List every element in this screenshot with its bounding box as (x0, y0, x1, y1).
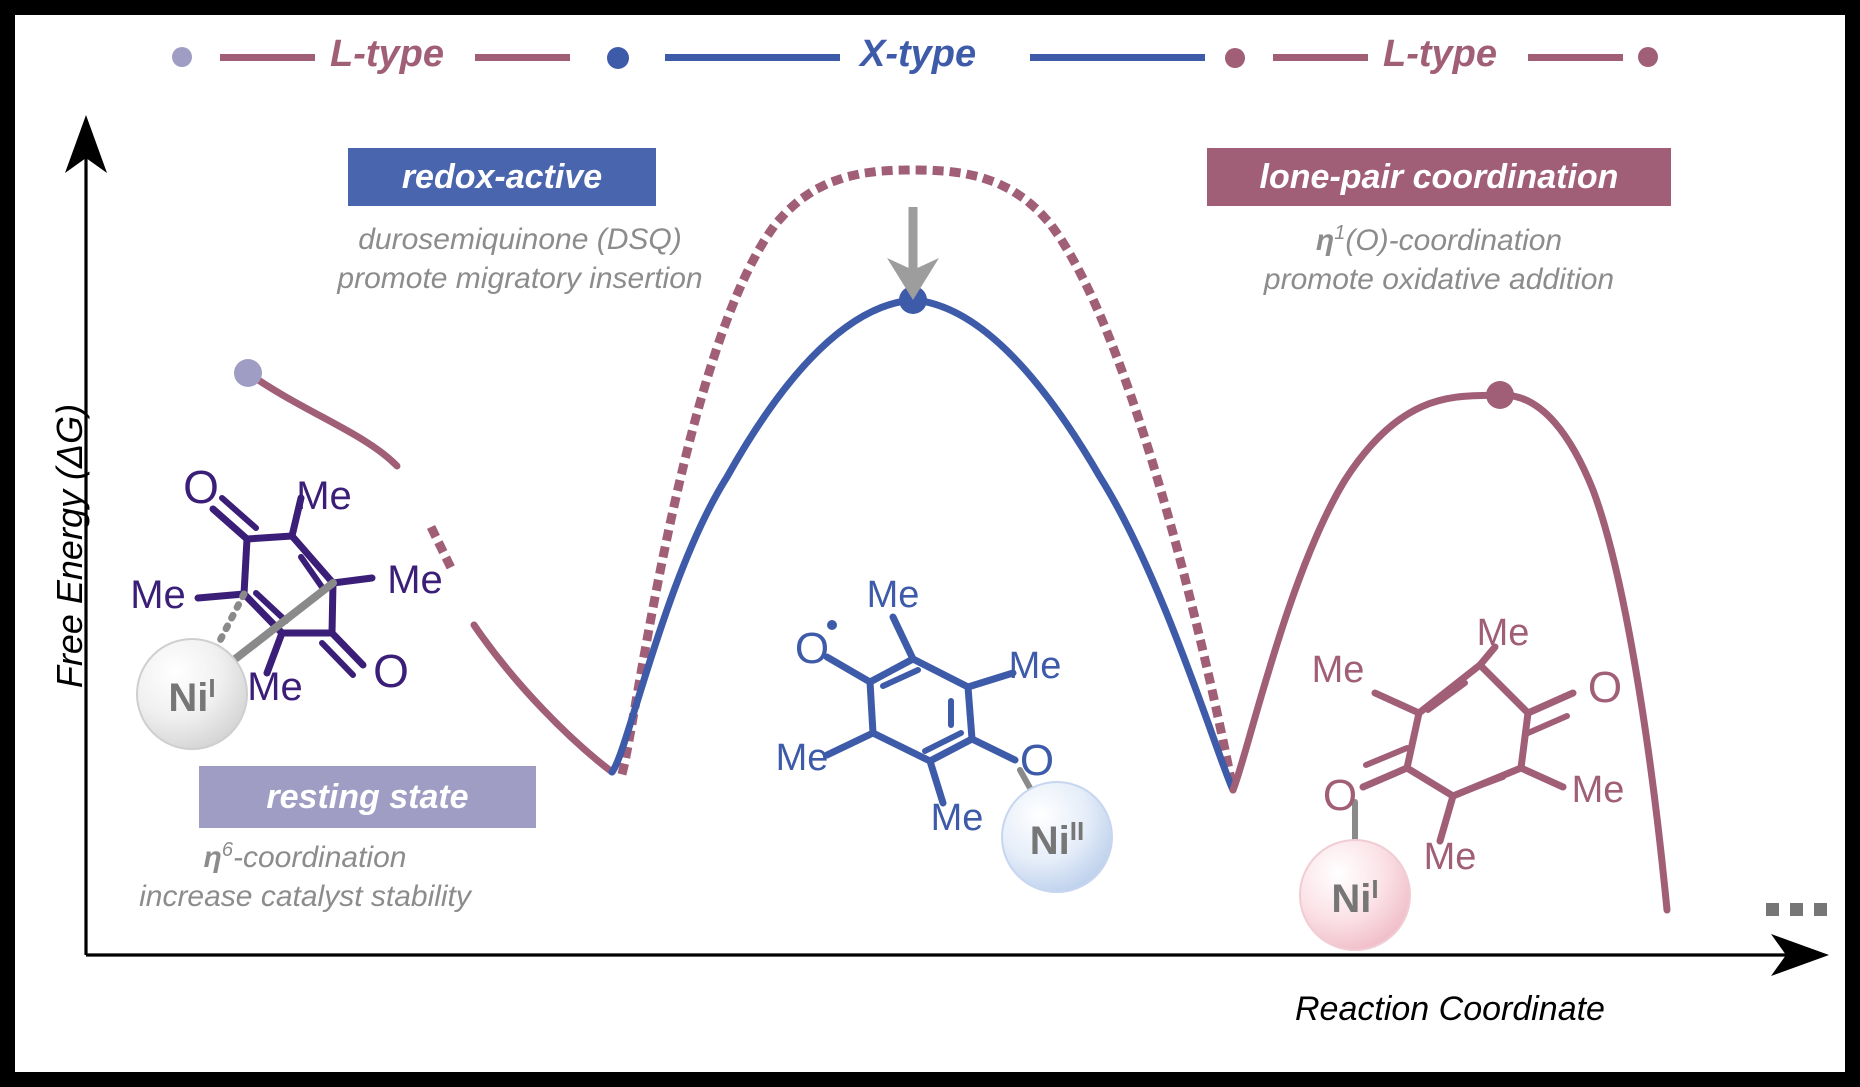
svg-text:O: O (1020, 736, 1054, 785)
svg-text:Me: Me (776, 737, 829, 779)
svg-text:Me: Me (130, 573, 186, 617)
svg-text:Me: Me (1572, 769, 1625, 811)
svg-text:Me: Me (1424, 836, 1477, 878)
svg-text:O: O (373, 645, 409, 697)
svg-text:O: O (183, 461, 219, 513)
svg-text:Me: Me (247, 665, 303, 709)
svg-text:Me: Me (387, 558, 443, 602)
svg-text:Me: Me (1312, 649, 1365, 691)
svg-text:O: O (795, 624, 829, 673)
svg-text:Me: Me (1477, 612, 1530, 654)
svg-text:Me: Me (867, 574, 920, 616)
svg-text:Me: Me (1009, 645, 1062, 687)
svg-text:Me: Me (296, 474, 352, 518)
svg-text:O: O (1323, 771, 1357, 820)
svg-text:O: O (1588, 663, 1622, 712)
svg-text:Me: Me (931, 797, 984, 839)
